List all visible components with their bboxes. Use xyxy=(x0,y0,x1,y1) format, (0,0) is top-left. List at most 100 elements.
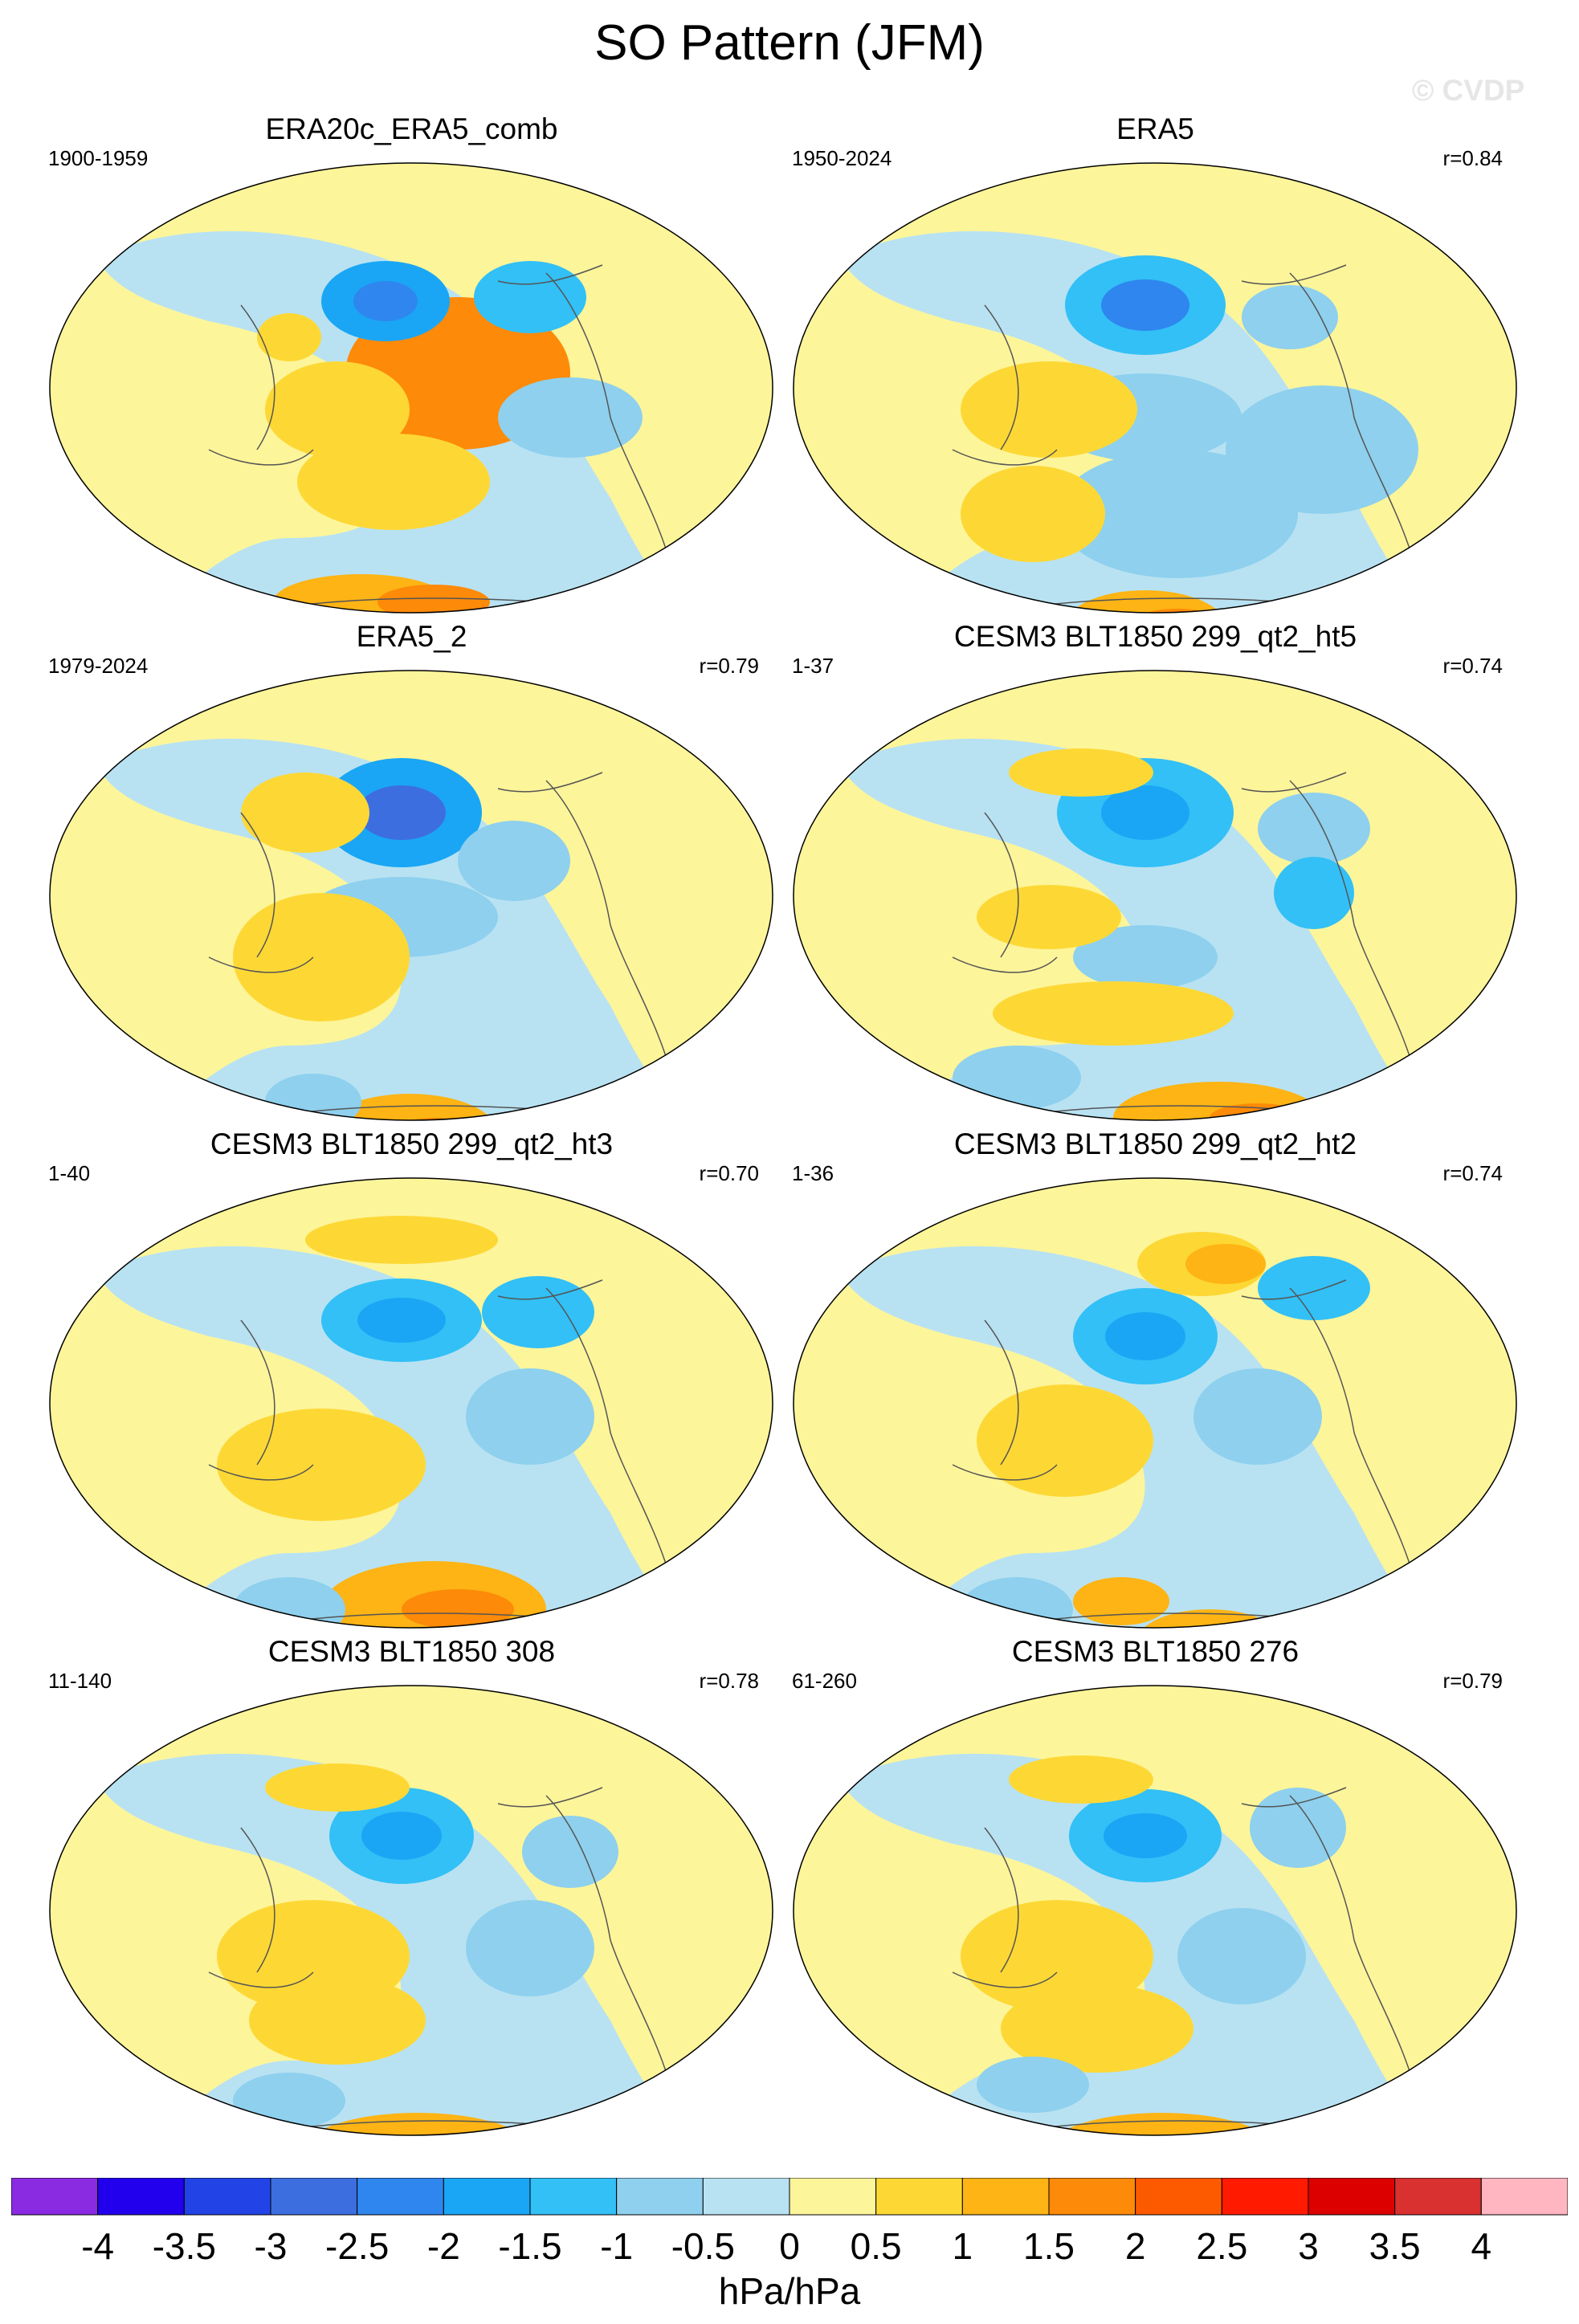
contour-region xyxy=(233,2073,345,2129)
contour-region xyxy=(1073,1577,1169,1625)
coastline xyxy=(1289,1795,1419,2102)
colorbar-tick-label: -0.5 xyxy=(671,2225,735,2267)
colorbar-tick-label: -3 xyxy=(254,2225,288,2267)
colorbar-swatch xyxy=(1394,2178,1482,2216)
contour-region xyxy=(241,773,369,853)
panel-years: 1-40 xyxy=(48,1161,91,1185)
contour-region xyxy=(1177,1908,1306,2004)
map-outline xyxy=(793,162,1517,614)
colorbar-swatch xyxy=(443,2178,531,2216)
colorbar-swatch xyxy=(529,2178,618,2216)
contour-region xyxy=(474,261,586,333)
contour-region xyxy=(1009,1755,1153,1804)
colorbar-tick-label: -1 xyxy=(600,2225,634,2267)
map-panel: CESM3 BLT1850 308 11-140 r=0.78 xyxy=(48,1635,775,2136)
coastline xyxy=(240,1827,275,1973)
colorbar-swatch xyxy=(961,2178,1050,2216)
contour-region xyxy=(1226,385,1418,514)
contour-region xyxy=(377,585,490,613)
contour-region xyxy=(265,361,410,458)
contour-region xyxy=(1258,793,1370,865)
contour-region xyxy=(233,893,410,1021)
colorbar-tick-label: -4 xyxy=(81,2225,115,2267)
colorbar-swatch xyxy=(616,2178,704,2216)
map-plot xyxy=(793,162,1517,614)
contour-region xyxy=(1057,450,1298,578)
panel-title: CESM3 BLT1850 308 xyxy=(267,1635,556,1668)
colorbar-tick-label: 0 xyxy=(779,2225,800,2267)
colorbar-tick-label: 1.5 xyxy=(1023,2225,1075,2267)
contour-region xyxy=(357,785,446,840)
map-panel: ERA5_2 1979-2024 r=0.79 xyxy=(48,620,775,1121)
contour-region xyxy=(305,2113,530,2135)
panel-title: CESM3 BLT1850 299_qt2_ht5 xyxy=(953,620,1357,653)
colorbar-swatch xyxy=(357,2178,444,2216)
contour-region xyxy=(297,434,490,530)
map-plot xyxy=(49,670,773,1121)
colorbar-swatch xyxy=(789,2178,877,2216)
coastline xyxy=(1241,772,1347,793)
contour-region xyxy=(1242,285,1338,349)
colorbar-tick-label: 1 xyxy=(952,2225,973,2267)
colorbar-tick-label: 0.5 xyxy=(850,2225,902,2267)
colorbar-swatch xyxy=(875,2178,963,2216)
colorbar-tick-label: -1.5 xyxy=(498,2225,562,2267)
contour-region xyxy=(993,981,1234,1046)
map-outline xyxy=(49,670,773,1121)
coastline xyxy=(208,1971,314,1988)
contour-region xyxy=(1105,1312,1185,1360)
map-panel: CESM3 BLT1850 299_qt2_ht2 1-36 r=0.74 xyxy=(792,1127,1519,1629)
colorbar-tick-label: 2 xyxy=(1124,2225,1146,2267)
map-outline xyxy=(793,1685,1517,2136)
contour-region xyxy=(458,821,570,901)
panel-correlation: r=0.74 xyxy=(1442,1161,1503,1185)
contour-region xyxy=(321,1094,498,1120)
colorbar-swatch xyxy=(702,2178,790,2216)
contour-region xyxy=(1250,1788,1346,1868)
colorbar-tick-label: 4 xyxy=(1471,2225,1492,2267)
contour-region xyxy=(1258,1256,1370,1320)
coastline xyxy=(952,449,1058,466)
coastline xyxy=(984,304,1019,451)
map-plot xyxy=(793,1685,1517,2136)
colorbar-tick-label: 3 xyxy=(1298,2225,1319,2267)
contour-region xyxy=(977,1384,1153,1497)
panel-correlation: r=0.84 xyxy=(1442,146,1503,170)
contour-region xyxy=(257,313,321,361)
contour-region xyxy=(1073,925,1218,989)
colorbar-tick-label: 2.5 xyxy=(1196,2225,1248,2267)
colorbar-swatch xyxy=(1221,2178,1309,2216)
panel-correlation: r=0.70 xyxy=(699,1161,759,1185)
map-outline xyxy=(49,1685,773,2136)
panel-correlation: r=0.79 xyxy=(1442,1669,1503,1693)
map-plot xyxy=(793,1177,1517,1629)
panel-years: 1-37 xyxy=(792,654,834,678)
colorbar-swatch xyxy=(1308,2178,1396,2216)
panel-correlation: r=0.74 xyxy=(1442,654,1503,678)
map-panel: ERA20c_ERA5_comb 1900-1959 xyxy=(48,112,775,614)
panel-title: CESM3 BLT1850 299_qt2_ht3 xyxy=(210,1127,614,1160)
panel-years: 1950-2024 xyxy=(792,146,892,170)
map-panel: CESM3 BLT1850 299_qt2_ht3 1-40 r=0.70 xyxy=(48,1127,775,1629)
coastline xyxy=(1241,1279,1347,1300)
contour-region xyxy=(961,361,1137,458)
coastline xyxy=(1289,1287,1419,1594)
contour-region xyxy=(482,1276,594,1348)
contour-region xyxy=(1101,279,1189,331)
coastline xyxy=(208,1464,314,1481)
coastline xyxy=(240,812,275,958)
contour-region xyxy=(953,1046,1081,1110)
contour-region xyxy=(1101,785,1189,840)
contour-region xyxy=(1049,2113,1274,2135)
coastline xyxy=(497,264,603,285)
colorbar-units: hPa/hPa xyxy=(718,2270,861,2312)
page-title: SO Pattern (JFM) xyxy=(594,15,985,71)
coastline xyxy=(1241,264,1347,285)
map-plot xyxy=(49,1177,773,1629)
contour-region xyxy=(353,281,418,321)
coastline xyxy=(545,780,675,1087)
colorbar-swatch xyxy=(270,2178,358,2216)
contour-region xyxy=(961,466,1105,562)
colorbar-swatch xyxy=(1048,2178,1136,2216)
watermark: © CVDP xyxy=(1412,74,1525,107)
